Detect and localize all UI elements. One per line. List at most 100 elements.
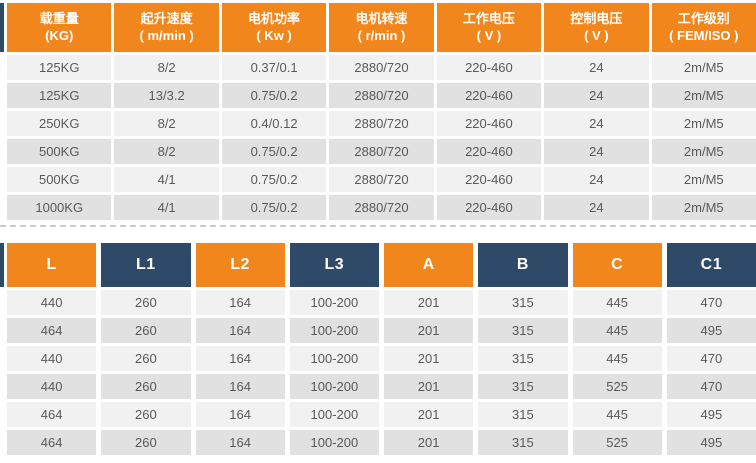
dims-header-left-accent (0, 243, 4, 287)
spec-header-motor-power: 电机功率 ( Kw ) (221, 3, 327, 52)
spec-cell: 0.75/0.2 (221, 139, 327, 164)
dims-header-A: A (384, 243, 474, 287)
spec-cell: 2880/720 (329, 83, 434, 108)
spec-header-working-class: 工作级别 ( FEM/ISO ) (651, 3, 756, 52)
header-line2: ( V ) (584, 27, 609, 43)
dims-cell: 495 (666, 430, 756, 455)
spec-cell: 24 (544, 195, 649, 220)
spec-cell: 220-460 (436, 55, 542, 80)
dims-cell: 164 (195, 318, 285, 343)
spec-cell: 24 (544, 139, 649, 164)
spec-cell: 0.4/0.12 (221, 111, 327, 136)
dims-cell: 260 (101, 318, 191, 343)
dims-cell: 260 (101, 430, 191, 455)
header-line2: ( m/min ) (139, 27, 194, 43)
dims-cell: 164 (195, 346, 285, 371)
dims-cell: 164 (195, 374, 285, 399)
spec-cell: 2880/720 (329, 111, 434, 136)
dims-cell: 100-200 (289, 346, 379, 371)
dims-cell: 525 (572, 430, 662, 455)
dims-cell: 201 (384, 374, 474, 399)
dims-cell: 445 (572, 346, 662, 371)
spec-cell: 8/2 (114, 55, 219, 80)
spec-table-grid: 载重量 (KG) 起升速度 ( m/min ) 电机功率 ( Kw ) 电机转速… (0, 3, 756, 220)
dims-cell: 100-200 (289, 290, 379, 315)
spec-cell: 0.75/0.2 (221, 83, 327, 108)
spec-cell: 4/1 (114, 167, 219, 192)
dims-cell: 470 (666, 374, 756, 399)
dims-cell: 260 (101, 374, 191, 399)
dims-cell: 440 (7, 290, 97, 315)
spec-header-motor-speed: 电机转速 ( r/min ) (329, 3, 434, 52)
dims-cell: 315 (478, 346, 568, 371)
spec-cell: 500KG (7, 139, 112, 164)
dims-header-L2: L2 (195, 243, 285, 287)
spec-cell: 2880/720 (329, 139, 434, 164)
dims-cell: 315 (478, 402, 568, 427)
spec-header-load-capacity: 载重量 (KG) (7, 3, 112, 52)
spec-cell: 2880/720 (329, 195, 434, 220)
dims-cell: 164 (195, 402, 285, 427)
dims-cell: 260 (101, 346, 191, 371)
spec-cell: 2m/M5 (651, 195, 756, 220)
dims-cell: 470 (666, 290, 756, 315)
dims-cell: 440 (7, 346, 97, 371)
header-line1: 电机功率 (248, 10, 301, 26)
header-line2: ( V ) (476, 27, 502, 43)
dims-cell: 464 (7, 430, 97, 455)
dims-cell: 315 (478, 290, 568, 315)
dims-cell: 201 (384, 290, 474, 315)
header-line1: 工作电压 (462, 10, 515, 26)
dims-cell: 445 (572, 318, 662, 343)
spec-cell: 220-460 (436, 111, 542, 136)
spec-cell: 24 (544, 55, 649, 80)
spec-cell: 8/2 (114, 111, 219, 136)
spec-cell: 2880/720 (329, 55, 434, 80)
dims-header-C: C (572, 243, 662, 287)
dims-cell: 470 (666, 346, 756, 371)
spec-cell: 13/3.2 (114, 83, 219, 108)
dims-cell: 201 (384, 318, 474, 343)
dims-cell: 445 (572, 290, 662, 315)
dims-cell: 201 (384, 430, 474, 455)
spec-header-control-voltage: 控制电压 ( V ) (544, 3, 649, 52)
dims-cell: 260 (101, 402, 191, 427)
header-line1: 起升速度 (140, 10, 193, 26)
header-line1: 控制电压 (570, 10, 623, 26)
dims-cell: 440 (7, 374, 97, 399)
dims-cell: 100-200 (289, 374, 379, 399)
spec-cell: 4/1 (114, 195, 219, 220)
spec-cell: 500KG (7, 167, 112, 192)
spec-header-lifting-speed: 起升速度 ( m/min ) (114, 3, 219, 52)
spec-cell: 0.75/0.2 (221, 195, 327, 220)
spec-cell: 220-460 (436, 195, 542, 220)
dims-header-L: L (7, 243, 97, 287)
spec-cell: 220-460 (436, 83, 542, 108)
dims-cell: 100-200 (289, 430, 379, 455)
dims-header-B: B (478, 243, 568, 287)
spec-cell: 125KG (7, 83, 112, 108)
spec-cell: 2m/M5 (651, 111, 756, 136)
dashed-divider (0, 225, 756, 227)
header-line2: ( Kw ) (256, 27, 292, 43)
spec-header-working-voltage: 工作电压 ( V ) (436, 3, 542, 52)
header-line1: 电机转速 (355, 10, 408, 26)
dims-cell: 495 (666, 402, 756, 427)
dims-cell: 464 (7, 402, 97, 427)
dims-cell: 495 (666, 318, 756, 343)
header-line1: 工作级别 (677, 10, 730, 26)
spec-cell: 250KG (7, 111, 112, 136)
spec-header-left-accent (0, 3, 4, 52)
spec-cell: 8/2 (114, 139, 219, 164)
dims-header-L1: L1 (101, 243, 191, 287)
dimension-table: L L1 L2 L3 A B C C1 440 260 164 100-200 … (0, 243, 756, 455)
dims-header-C1: C1 (666, 243, 756, 287)
header-line2: ( r/min ) (357, 27, 406, 43)
spec-cell: 2880/720 (329, 167, 434, 192)
dims-cell: 315 (478, 318, 568, 343)
spec-cell: 24 (544, 111, 649, 136)
dims-header-L3: L3 (289, 243, 379, 287)
dims-cell: 525 (572, 374, 662, 399)
spec-cell: 2m/M5 (651, 167, 756, 192)
dims-cell: 315 (478, 374, 568, 399)
